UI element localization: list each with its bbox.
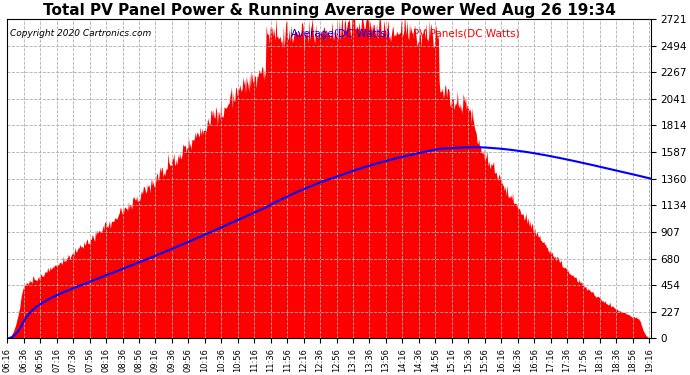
- Text: PV Panels(DC Watts): PV Panels(DC Watts): [413, 28, 520, 39]
- Text: Average(DC Watts): Average(DC Watts): [290, 28, 390, 39]
- Title: Total PV Panel Power & Running Average Power Wed Aug 26 19:34: Total PV Panel Power & Running Average P…: [43, 3, 615, 18]
- Text: Copyright 2020 Cartronics.com: Copyright 2020 Cartronics.com: [10, 28, 152, 38]
